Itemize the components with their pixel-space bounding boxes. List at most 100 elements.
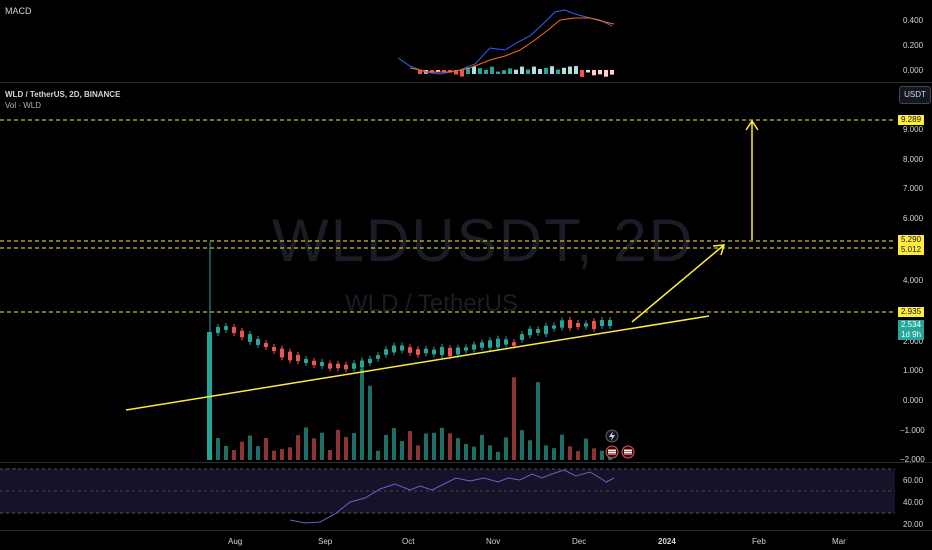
lightning-event-icon[interactable] — [605, 429, 619, 443]
candle — [280, 348, 284, 358]
volume-bar — [536, 382, 540, 460]
candles[interactable] — [207, 242, 612, 460]
candle — [448, 347, 452, 357]
macd-bar — [604, 70, 608, 77]
countdown-badge: 1d 9h — [898, 330, 925, 340]
candle — [240, 330, 244, 338]
price-axis-label: 6.000 — [903, 214, 924, 223]
volume-bars — [216, 368, 612, 460]
volume-bar — [256, 446, 260, 460]
macd-bar — [544, 67, 548, 74]
volume-label[interactable]: Vol · WLD — [5, 101, 42, 110]
candle — [288, 351, 292, 361]
macd-bar — [496, 71, 500, 74]
projection-arrow-1[interactable] — [631, 244, 725, 323]
candle — [480, 342, 484, 348]
macd-bar — [472, 66, 476, 74]
time-axis-label: Dec — [572, 537, 587, 546]
macd-bar — [532, 66, 536, 74]
volume-bar — [464, 443, 468, 460]
macd-bar — [460, 70, 464, 77]
arrowhead-1 — [712, 244, 726, 256]
macd-bar — [550, 66, 554, 74]
candle — [224, 326, 228, 330]
volume-bar — [584, 438, 588, 460]
candle — [312, 360, 316, 366]
candle — [248, 334, 252, 342]
candle — [504, 339, 508, 345]
candle — [408, 347, 412, 353]
volume-bar — [296, 435, 300, 460]
signal-line — [409, 17, 615, 73]
candle — [424, 348, 428, 354]
volume-bar — [440, 427, 444, 460]
time-axis-label: Aug — [228, 537, 243, 546]
macd-bar — [580, 70, 584, 77]
volume-bar — [360, 368, 364, 460]
candle — [592, 320, 596, 330]
candle — [560, 320, 564, 328]
currency-button[interactable]: USDT — [899, 86, 931, 104]
macd-bar — [610, 70, 614, 75]
macd-bar — [538, 69, 542, 74]
candle — [272, 346, 276, 352]
macd-bar — [574, 66, 578, 74]
target-price-badge: 9.289 — [898, 115, 925, 125]
time-axis-label: Sep — [318, 537, 333, 546]
volume-bar — [288, 447, 292, 460]
candle — [584, 323, 588, 327]
volume-bar — [320, 432, 324, 460]
macd-bar — [430, 70, 434, 73]
candle — [528, 328, 532, 336]
rsi-axis-label: 20.00 — [903, 520, 924, 529]
us-flag-event-icon[interactable] — [605, 445, 619, 459]
macd-axis-label: 0.000 — [903, 66, 924, 75]
volume-bar — [544, 445, 548, 460]
candle — [336, 363, 340, 369]
volume-bar — [592, 448, 596, 460]
candle — [216, 327, 220, 333]
candle — [344, 364, 348, 370]
price-axis-label: 8.000 — [903, 155, 924, 164]
volume-bar — [528, 440, 532, 460]
price-axis-label: 4.000 — [903, 276, 924, 285]
volume-bar — [512, 377, 516, 460]
macd-bar — [418, 70, 422, 75]
volume-bar — [344, 436, 348, 460]
time-axis-label: Nov — [486, 537, 501, 546]
candle — [488, 340, 492, 348]
macd-bar — [436, 70, 440, 73]
volume-bar — [232, 450, 236, 460]
candle — [568, 319, 572, 329]
rsi-axis-label: 60.00 — [903, 476, 924, 485]
last-price-badge: 2.534 — [898, 320, 925, 330]
candle — [600, 320, 604, 326]
macd-bar — [520, 66, 524, 74]
macd-label: MACD — [5, 6, 32, 16]
macd-bar — [568, 66, 572, 74]
volume-bar — [272, 450, 276, 460]
macd-bar — [442, 70, 446, 73]
volume-bar — [416, 445, 420, 460]
macd-bar — [448, 70, 452, 73]
symbol-title[interactable]: WLD / TetherUS, 2D, BINANCE — [5, 90, 121, 99]
candle — [352, 363, 356, 369]
volume-bar — [392, 428, 396, 460]
candle — [608, 320, 612, 326]
candle — [376, 355, 380, 359]
volume-bar — [448, 433, 452, 460]
rsi-line — [289, 469, 615, 524]
volume-bar — [408, 431, 412, 460]
trend-line[interactable] — [125, 315, 710, 411]
volume-bar — [384, 434, 388, 460]
chart-watermark: WLDUSDT, 2D — [272, 207, 695, 274]
us-flag-event-icon[interactable] — [621, 445, 635, 459]
volume-bar — [568, 446, 572, 460]
candle — [296, 354, 300, 362]
price-axis-label: 7.000 — [903, 184, 924, 193]
resistance-badge: 2.935 — [898, 307, 925, 317]
rsi-axis-label: 40.00 — [903, 498, 924, 507]
candle — [400, 345, 404, 351]
volume-bar — [240, 441, 244, 460]
